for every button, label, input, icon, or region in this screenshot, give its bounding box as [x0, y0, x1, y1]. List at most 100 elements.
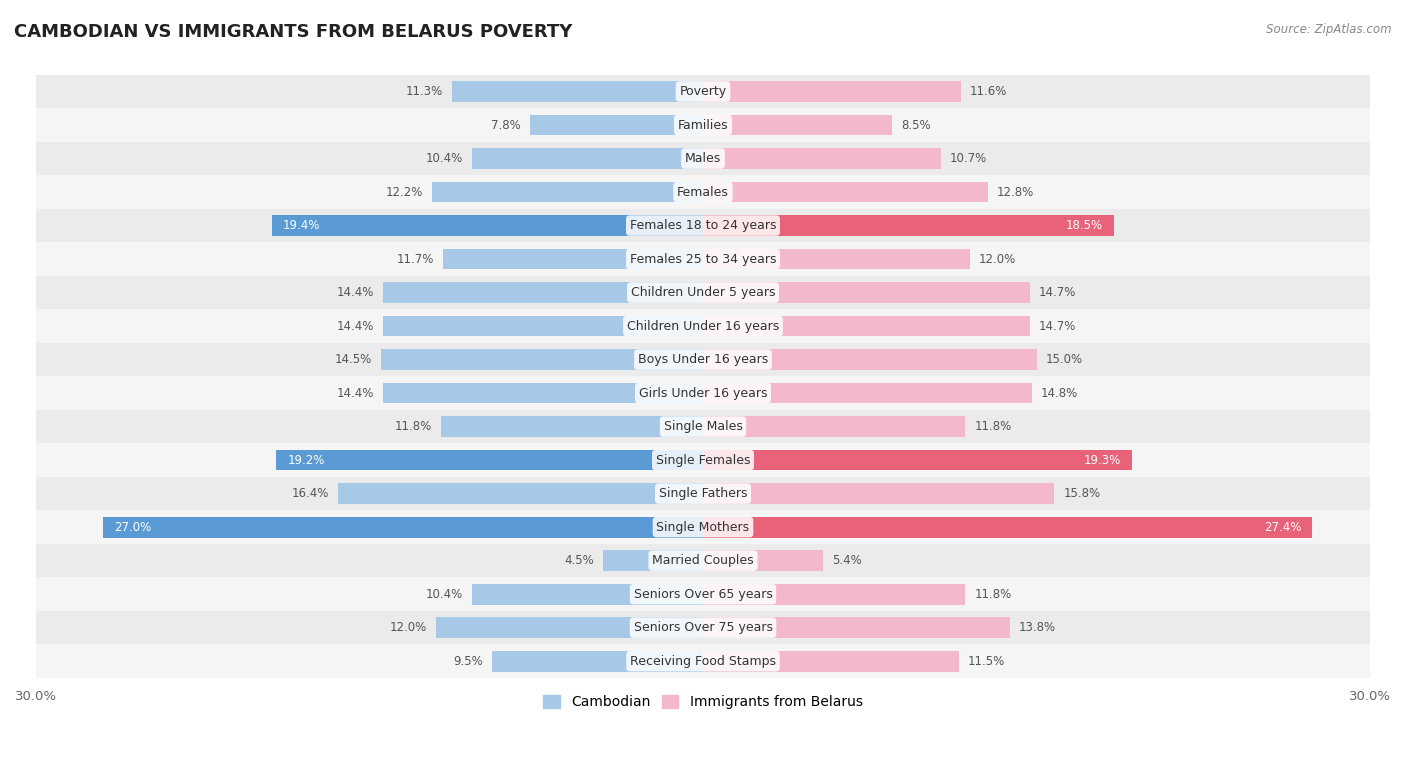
Text: 14.5%: 14.5%: [335, 353, 371, 366]
Text: CAMBODIAN VS IMMIGRANTS FROM BELARUS POVERTY: CAMBODIAN VS IMMIGRANTS FROM BELARUS POV…: [14, 23, 572, 41]
Text: Single Females: Single Females: [655, 453, 751, 467]
Text: 9.5%: 9.5%: [453, 655, 482, 668]
Bar: [451, 81, 703, 102]
Text: Families: Families: [678, 118, 728, 132]
Bar: [530, 114, 703, 136]
Text: 7.8%: 7.8%: [491, 118, 520, 132]
Bar: [382, 282, 703, 303]
Text: Boys Under 16 years: Boys Under 16 years: [638, 353, 768, 366]
Bar: [703, 651, 959, 672]
Text: 10.4%: 10.4%: [426, 152, 463, 165]
Text: 12.2%: 12.2%: [385, 186, 423, 199]
Bar: [703, 584, 966, 605]
Bar: [37, 410, 1369, 443]
Bar: [271, 215, 703, 236]
Bar: [381, 349, 703, 370]
Bar: [703, 315, 1029, 337]
Text: 14.4%: 14.4%: [336, 286, 374, 299]
Bar: [703, 114, 891, 136]
Text: 14.4%: 14.4%: [336, 320, 374, 333]
Text: 10.4%: 10.4%: [426, 587, 463, 600]
Bar: [603, 550, 703, 571]
Bar: [703, 282, 1029, 303]
Bar: [37, 175, 1369, 208]
Text: 15.8%: 15.8%: [1063, 487, 1101, 500]
Bar: [37, 243, 1369, 276]
Text: Single Fathers: Single Fathers: [659, 487, 747, 500]
Text: 11.3%: 11.3%: [405, 85, 443, 98]
Bar: [703, 148, 941, 169]
Text: 12.0%: 12.0%: [389, 621, 427, 634]
Text: 16.4%: 16.4%: [292, 487, 329, 500]
Bar: [37, 142, 1369, 175]
Legend: Cambodian, Immigrants from Belarus: Cambodian, Immigrants from Belarus: [538, 690, 868, 715]
Bar: [103, 517, 703, 537]
Text: Girls Under 16 years: Girls Under 16 years: [638, 387, 768, 399]
Bar: [703, 416, 966, 437]
Text: 11.8%: 11.8%: [974, 587, 1011, 600]
Text: 14.8%: 14.8%: [1040, 387, 1078, 399]
Text: Single Males: Single Males: [664, 420, 742, 433]
Text: Married Couples: Married Couples: [652, 554, 754, 567]
Text: Seniors Over 65 years: Seniors Over 65 years: [634, 587, 772, 600]
Bar: [37, 108, 1369, 142]
Bar: [382, 315, 703, 337]
Text: Source: ZipAtlas.com: Source: ZipAtlas.com: [1267, 23, 1392, 36]
Bar: [703, 517, 1312, 537]
Bar: [37, 477, 1369, 510]
Text: Poverty: Poverty: [679, 85, 727, 98]
Bar: [37, 309, 1369, 343]
Text: Children Under 5 years: Children Under 5 years: [631, 286, 775, 299]
Text: 13.8%: 13.8%: [1019, 621, 1056, 634]
Bar: [703, 449, 1132, 471]
Text: 18.5%: 18.5%: [1066, 219, 1104, 232]
Text: 19.3%: 19.3%: [1084, 453, 1121, 467]
Text: 12.8%: 12.8%: [997, 186, 1033, 199]
Bar: [37, 343, 1369, 376]
Text: 11.7%: 11.7%: [396, 252, 434, 265]
Bar: [382, 383, 703, 403]
Bar: [37, 611, 1369, 644]
Bar: [703, 182, 987, 202]
Bar: [472, 584, 703, 605]
Bar: [339, 483, 703, 504]
Text: 5.4%: 5.4%: [832, 554, 862, 567]
Text: 27.4%: 27.4%: [1264, 521, 1301, 534]
Text: 19.2%: 19.2%: [287, 453, 325, 467]
Bar: [37, 510, 1369, 544]
Text: 19.4%: 19.4%: [283, 219, 321, 232]
Text: Males: Males: [685, 152, 721, 165]
Bar: [37, 443, 1369, 477]
Bar: [37, 276, 1369, 309]
Bar: [37, 376, 1369, 410]
Text: 14.4%: 14.4%: [336, 387, 374, 399]
Bar: [703, 215, 1115, 236]
Bar: [276, 449, 703, 471]
Bar: [37, 544, 1369, 578]
Text: 4.5%: 4.5%: [564, 554, 595, 567]
Bar: [492, 651, 703, 672]
Bar: [472, 148, 703, 169]
Text: 8.5%: 8.5%: [901, 118, 931, 132]
Bar: [436, 617, 703, 638]
Text: 10.7%: 10.7%: [950, 152, 987, 165]
Bar: [443, 249, 703, 269]
Bar: [703, 550, 823, 571]
Text: Females: Females: [678, 186, 728, 199]
Text: 11.5%: 11.5%: [967, 655, 1005, 668]
Text: 27.0%: 27.0%: [114, 521, 150, 534]
Text: 14.7%: 14.7%: [1039, 320, 1076, 333]
Text: 11.6%: 11.6%: [970, 85, 1007, 98]
Bar: [703, 249, 970, 269]
Text: Receiving Food Stamps: Receiving Food Stamps: [630, 655, 776, 668]
Bar: [37, 644, 1369, 678]
Text: 12.0%: 12.0%: [979, 252, 1017, 265]
Text: Children Under 16 years: Children Under 16 years: [627, 320, 779, 333]
Text: Seniors Over 75 years: Seniors Over 75 years: [634, 621, 772, 634]
Text: 11.8%: 11.8%: [974, 420, 1011, 433]
Bar: [703, 349, 1036, 370]
Text: Single Mothers: Single Mothers: [657, 521, 749, 534]
Text: Females 25 to 34 years: Females 25 to 34 years: [630, 252, 776, 265]
Bar: [37, 75, 1369, 108]
Bar: [703, 617, 1010, 638]
